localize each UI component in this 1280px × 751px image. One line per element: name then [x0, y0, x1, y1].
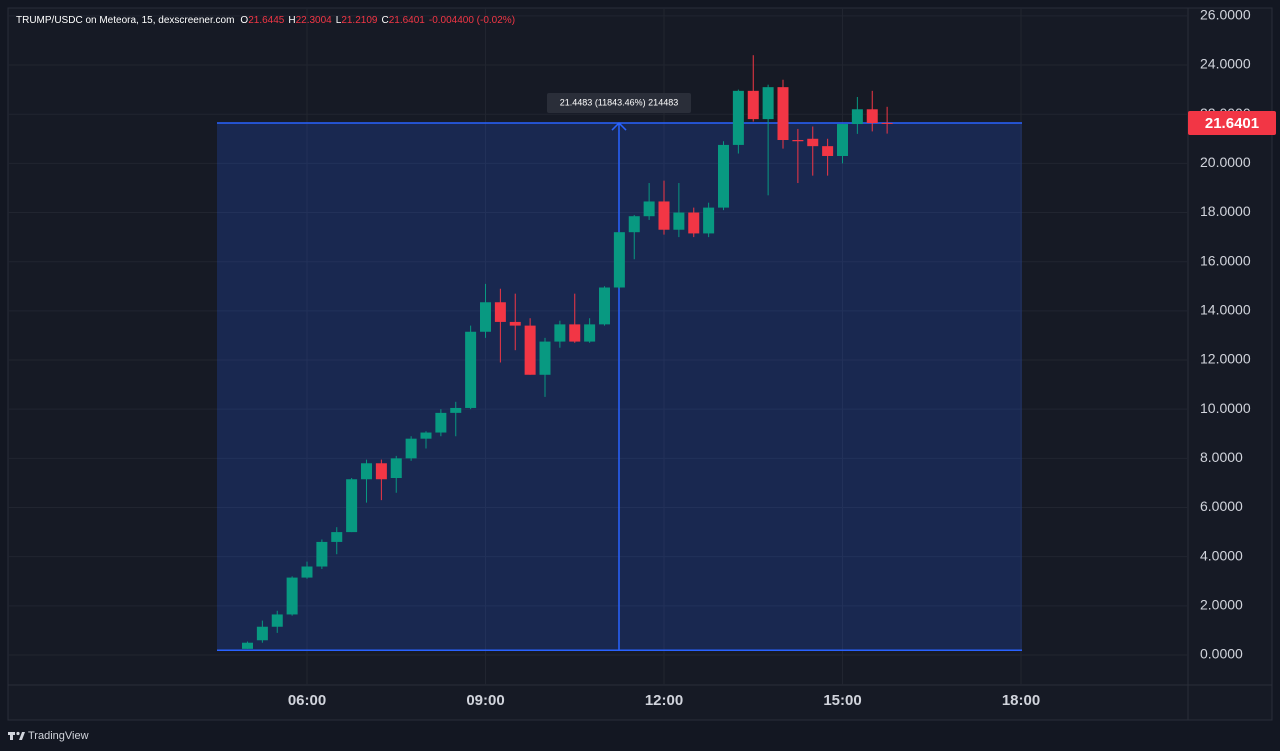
y-tick-label: 16.0000 — [1200, 252, 1251, 268]
x-tick-label: 12:00 — [645, 692, 683, 709]
axes: 0.0000 2.0000 4.0000 6.0000 8.0000 10.0000 12.… — [288, 7, 1276, 709]
candle-body — [390, 458, 402, 479]
candle-body — [480, 302, 491, 332]
candle-body — [331, 532, 343, 542]
candle-body — [881, 122, 893, 124]
candle-body — [375, 463, 387, 480]
y-tick-label: 10.0000 — [1200, 400, 1251, 416]
ohlc-value: 21.6401 — [389, 15, 426, 26]
footer: TradingView — [8, 730, 89, 742]
candle-body — [703, 207, 715, 234]
candle-body — [747, 90, 759, 120]
candle-body — [584, 324, 596, 342]
candle-body — [494, 302, 506, 322]
y-tick-label: 2.0000 — [1200, 597, 1243, 613]
candle-body — [599, 287, 610, 325]
candle-body — [286, 577, 298, 615]
measure-label: 21.4483 (11843.46%) 214483 — [560, 97, 678, 107]
change: -0.004400 (-0.02%) — [429, 15, 515, 26]
candle-body — [822, 146, 834, 156]
y-tick-label: 8.0000 — [1200, 449, 1243, 465]
last-price-label: 21.6401 — [1205, 115, 1259, 132]
measure-arrowhead — [611, 121, 627, 131]
candle-body — [509, 321, 521, 326]
candle-body — [643, 201, 655, 217]
candle-body — [837, 124, 848, 156]
ohlc-key: C — [381, 15, 388, 26]
candle-body — [256, 626, 268, 641]
y-tick-label: 18.0000 — [1200, 203, 1251, 219]
candle-body — [465, 331, 477, 408]
candle-body — [316, 541, 328, 567]
y-tick-label: 6.0000 — [1200, 498, 1243, 514]
candle-body — [524, 325, 536, 375]
grid — [8, 8, 1188, 685]
candle-body — [866, 109, 878, 124]
y-tick-label: 4.0000 — [1200, 547, 1243, 563]
candle-body — [673, 212, 685, 230]
candle-body — [792, 140, 804, 142]
ohlc-value: 22.3004 — [296, 15, 333, 26]
candle-body — [628, 216, 640, 233]
x-tick-label: 06:00 — [288, 692, 326, 709]
candle-body — [271, 614, 283, 627]
candle-body — [569, 324, 581, 342]
candle-body — [718, 144, 729, 208]
candle-body — [539, 341, 551, 375]
ohlc-key: L — [336, 15, 342, 26]
measure-tool: 21.4483 (11843.46%) 214483 — [217, 93, 1022, 652]
candle-body — [688, 212, 700, 234]
x-tick-label: 15:00 — [823, 692, 861, 709]
y-tick-label: 14.0000 — [1200, 302, 1251, 318]
candle-body — [301, 566, 313, 578]
logo-part — [19, 732, 25, 740]
x-tick-label: 18:00 — [1002, 692, 1040, 709]
candle-body — [613, 232, 625, 288]
ohlc-value: 21.2109 — [341, 15, 378, 26]
logo-part — [10, 732, 13, 740]
candle-body — [450, 407, 462, 413]
candle-body — [658, 201, 670, 230]
candle-body — [420, 432, 432, 439]
candle-body — [554, 324, 566, 342]
chart-frame — [7, 7, 1273, 721]
candles — [242, 55, 893, 649]
ohlc-value: 21.6445 — [248, 15, 285, 26]
y-tick-label: 20.0000 — [1200, 154, 1251, 170]
footer-text: TradingView — [28, 730, 89, 742]
candle-body — [361, 463, 372, 480]
candle-body — [762, 87, 774, 120]
candle-body — [851, 109, 863, 125]
ohlc-key: H — [288, 15, 295, 26]
measure-label-bg — [547, 93, 691, 114]
logo-part — [16, 731, 20, 736]
candle-body — [405, 438, 417, 459]
x-tick-label: 09:00 — [466, 692, 504, 709]
last-price-box — [1188, 111, 1276, 136]
y-tick-label: 0.0000 — [1200, 646, 1243, 662]
y-tick-label: 26.0000 — [1200, 7, 1251, 23]
header: TRUMP/USDC on Meteora, 15, dexscreener.c… — [16, 15, 515, 26]
candle-body — [242, 642, 253, 649]
candle-body — [777, 87, 789, 141]
symbol: TRUMP/USDC on Meteora, 15, dexscreener.c… — [16, 15, 234, 26]
y-tick-label: 24.0000 — [1200, 56, 1251, 72]
ohlc-key: O — [240, 15, 248, 26]
candle-body — [346, 479, 358, 533]
y-tick-label: 12.0000 — [1200, 351, 1251, 367]
candle-body — [807, 138, 819, 147]
candle-body — [732, 90, 744, 145]
candle-body — [435, 412, 447, 433]
